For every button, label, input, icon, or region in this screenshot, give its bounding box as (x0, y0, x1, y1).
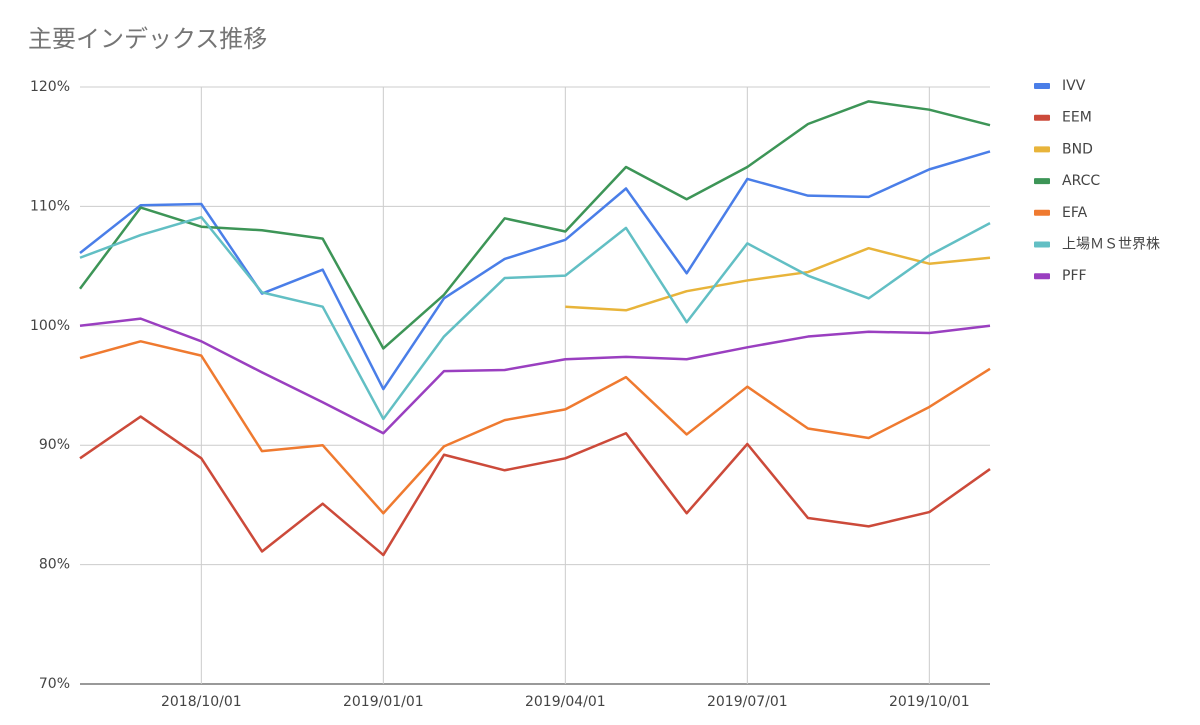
chart-title: 主要インデックス推移 (28, 25, 267, 53)
legend-swatch (1034, 83, 1050, 89)
legend-swatch (1034, 273, 1050, 280)
x-tick-label: 2019/10/01 (889, 694, 970, 710)
y-tick-label: 70% (39, 676, 70, 692)
y-tick-label: 120% (30, 79, 70, 95)
series-line (79, 415, 991, 557)
series-line (79, 150, 991, 391)
series-line (79, 215, 991, 421)
legend-label: BND (1062, 141, 1093, 157)
legend-swatch (1034, 146, 1050, 153)
legend-label: EFA (1062, 205, 1088, 221)
series-line (79, 317, 991, 435)
x-tick-label: 2019/07/01 (707, 694, 788, 710)
series-line (78, 100, 991, 350)
x-tick-label: 2019/04/01 (525, 694, 606, 710)
legend-label: PFF (1062, 268, 1087, 284)
legend-label: 上場ＭＳ世界株 (1062, 237, 1160, 253)
y-tick-label: 90% (39, 437, 70, 453)
legend-swatch (1034, 241, 1050, 248)
y-tick-label: 100% (30, 318, 70, 334)
y-tick-label: 80% (39, 557, 70, 573)
y-tick-label: 110% (30, 198, 70, 214)
legend-label: IVV (1062, 78, 1086, 94)
legend-label: ARCC (1062, 173, 1100, 189)
series-line (79, 340, 991, 515)
x-tick-label: 2019/01/01 (343, 694, 424, 710)
x-tick-label: 2018/10/01 (161, 694, 242, 710)
legend-label: EEM (1062, 110, 1092, 126)
legend-swatch (1034, 178, 1050, 185)
legend-swatch (1034, 209, 1050, 216)
legend-swatch (1034, 114, 1050, 121)
